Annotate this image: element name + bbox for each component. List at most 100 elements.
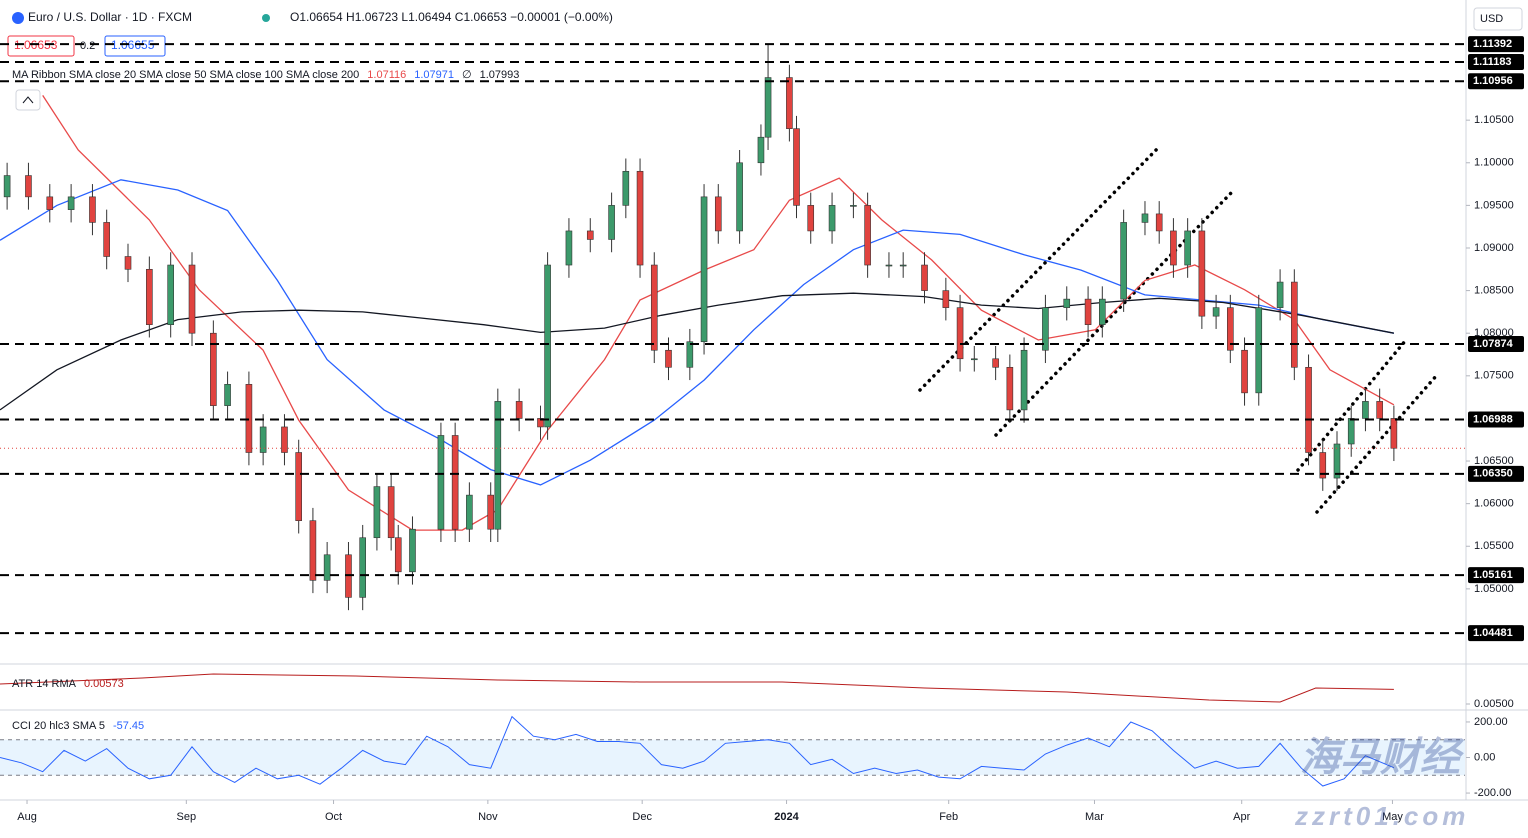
candle-body xyxy=(1141,213,1149,223)
currency[interactable]: USD xyxy=(1480,13,1503,25)
candle-body xyxy=(451,435,459,530)
currency-button[interactable] xyxy=(1473,7,1523,31)
level-label-bg xyxy=(1468,465,1524,482)
candle-body xyxy=(124,256,132,270)
level-label-bg xyxy=(1468,36,1524,53)
candle-body xyxy=(992,358,999,368)
candle-body xyxy=(544,264,551,428)
level-label-bg xyxy=(1468,625,1524,642)
candle-body xyxy=(885,264,893,267)
candle-body xyxy=(167,264,174,325)
channel-line xyxy=(1315,373,1439,514)
level-label: 1.05161 xyxy=(1473,569,1513,581)
candle-body xyxy=(281,426,288,453)
candle-body xyxy=(1241,349,1248,394)
candle-body xyxy=(786,77,793,129)
sell-price[interactable]: 1.06653 xyxy=(14,38,58,52)
candle-body xyxy=(565,230,573,266)
legend-label: CCI 20 hlc3 SMA 5 xyxy=(12,720,105,732)
level-label-bg xyxy=(1468,567,1524,584)
candle-body xyxy=(466,494,473,530)
moving-average xyxy=(0,179,1395,486)
candle-body xyxy=(409,528,416,573)
symbol[interactable]: Euro / U.S. Dollar · 1D · FXCM xyxy=(28,10,192,24)
candle-body xyxy=(764,77,772,138)
legend-value: 1.07971 xyxy=(414,69,454,81)
indicator-line xyxy=(0,673,1394,703)
candle-body xyxy=(494,401,502,530)
indicator-legend: ATR 14 RMA 0.00573 xyxy=(12,678,124,690)
candle-body xyxy=(245,384,253,453)
market-status xyxy=(262,14,270,22)
candle-body xyxy=(359,537,366,598)
legend-label: ATR 14 RMA xyxy=(12,678,77,690)
sell-button[interactable] xyxy=(7,35,75,57)
candle-body xyxy=(1255,307,1263,394)
candle-body xyxy=(103,222,110,257)
buy-button[interactable] xyxy=(104,35,166,57)
candle-body xyxy=(1006,366,1014,411)
watermark-title: 海马财经 xyxy=(1300,736,1465,780)
candle-body xyxy=(1063,298,1071,308)
candle-body xyxy=(1291,281,1298,368)
candle-body xyxy=(1184,230,1191,266)
candle-body xyxy=(515,401,523,419)
spread: 0.2 xyxy=(80,40,95,52)
candle-body xyxy=(1333,443,1341,479)
candle-body xyxy=(650,264,658,351)
y-tick-label: 200.00 xyxy=(1474,716,1508,728)
candle-body xyxy=(146,268,153,325)
x-tick-label: Dec xyxy=(632,811,652,823)
candle-body xyxy=(1155,213,1163,232)
candle-body xyxy=(970,358,978,361)
watermark-url: zzrt01.com xyxy=(1294,801,1469,831)
legend-value: 0.00573 xyxy=(84,678,124,690)
y-tick-label: 0.00500 xyxy=(1474,698,1514,710)
x-tick-label: Aug xyxy=(17,811,37,823)
level-label-bg xyxy=(1468,335,1524,352)
candle-body xyxy=(1099,298,1106,325)
level-label: 1.07874 xyxy=(1473,338,1514,350)
candle-body xyxy=(259,426,267,453)
x-tick-label: Feb xyxy=(939,811,958,823)
channel-line xyxy=(1296,338,1408,472)
candle-body xyxy=(636,170,644,266)
candle-body xyxy=(665,349,672,368)
level-label: 1.10956 xyxy=(1473,75,1513,87)
candle-body xyxy=(1020,349,1028,411)
collapse-button[interactable] xyxy=(15,89,41,111)
candle-body xyxy=(373,486,381,539)
y-tick-label: 1.05500 xyxy=(1474,540,1514,552)
candle-body xyxy=(921,264,928,291)
candle-body xyxy=(309,520,317,581)
candle-body xyxy=(3,175,11,198)
candle-body xyxy=(25,175,32,198)
candle-body xyxy=(487,494,495,530)
candle-body xyxy=(295,452,302,521)
y-tick-label: 1.10000 xyxy=(1474,157,1514,169)
legend-value: -57.45 xyxy=(113,720,144,732)
candle-body xyxy=(956,307,964,360)
ohlc: O1.06654 H1.06723 L1.06494 C1.06653 −0.0… xyxy=(290,10,613,24)
y-tick-label: 1.09500 xyxy=(1474,199,1514,211)
candle-body xyxy=(736,162,743,232)
candle-body xyxy=(807,205,815,232)
candle-body xyxy=(210,332,217,406)
y-tick-label: 0.00 xyxy=(1474,751,1495,763)
candle-body xyxy=(828,205,836,232)
candle-body xyxy=(1319,452,1327,479)
candle-body xyxy=(608,205,615,240)
buy-price[interactable]: 1.06655 xyxy=(111,38,155,52)
candle-body xyxy=(387,486,395,539)
x-tick-label: Oct xyxy=(325,811,342,823)
candle-body xyxy=(700,196,708,343)
candle-body xyxy=(1227,307,1234,351)
candle-body xyxy=(1305,366,1312,453)
candle-body xyxy=(394,537,402,573)
x-tick-label: Nov xyxy=(478,811,498,823)
y-tick-label: 1.05000 xyxy=(1474,583,1514,595)
candle-body xyxy=(1376,401,1383,419)
legend-value: ∅ xyxy=(462,69,472,81)
candle-body xyxy=(1084,298,1092,325)
indicator-line xyxy=(0,715,1395,787)
